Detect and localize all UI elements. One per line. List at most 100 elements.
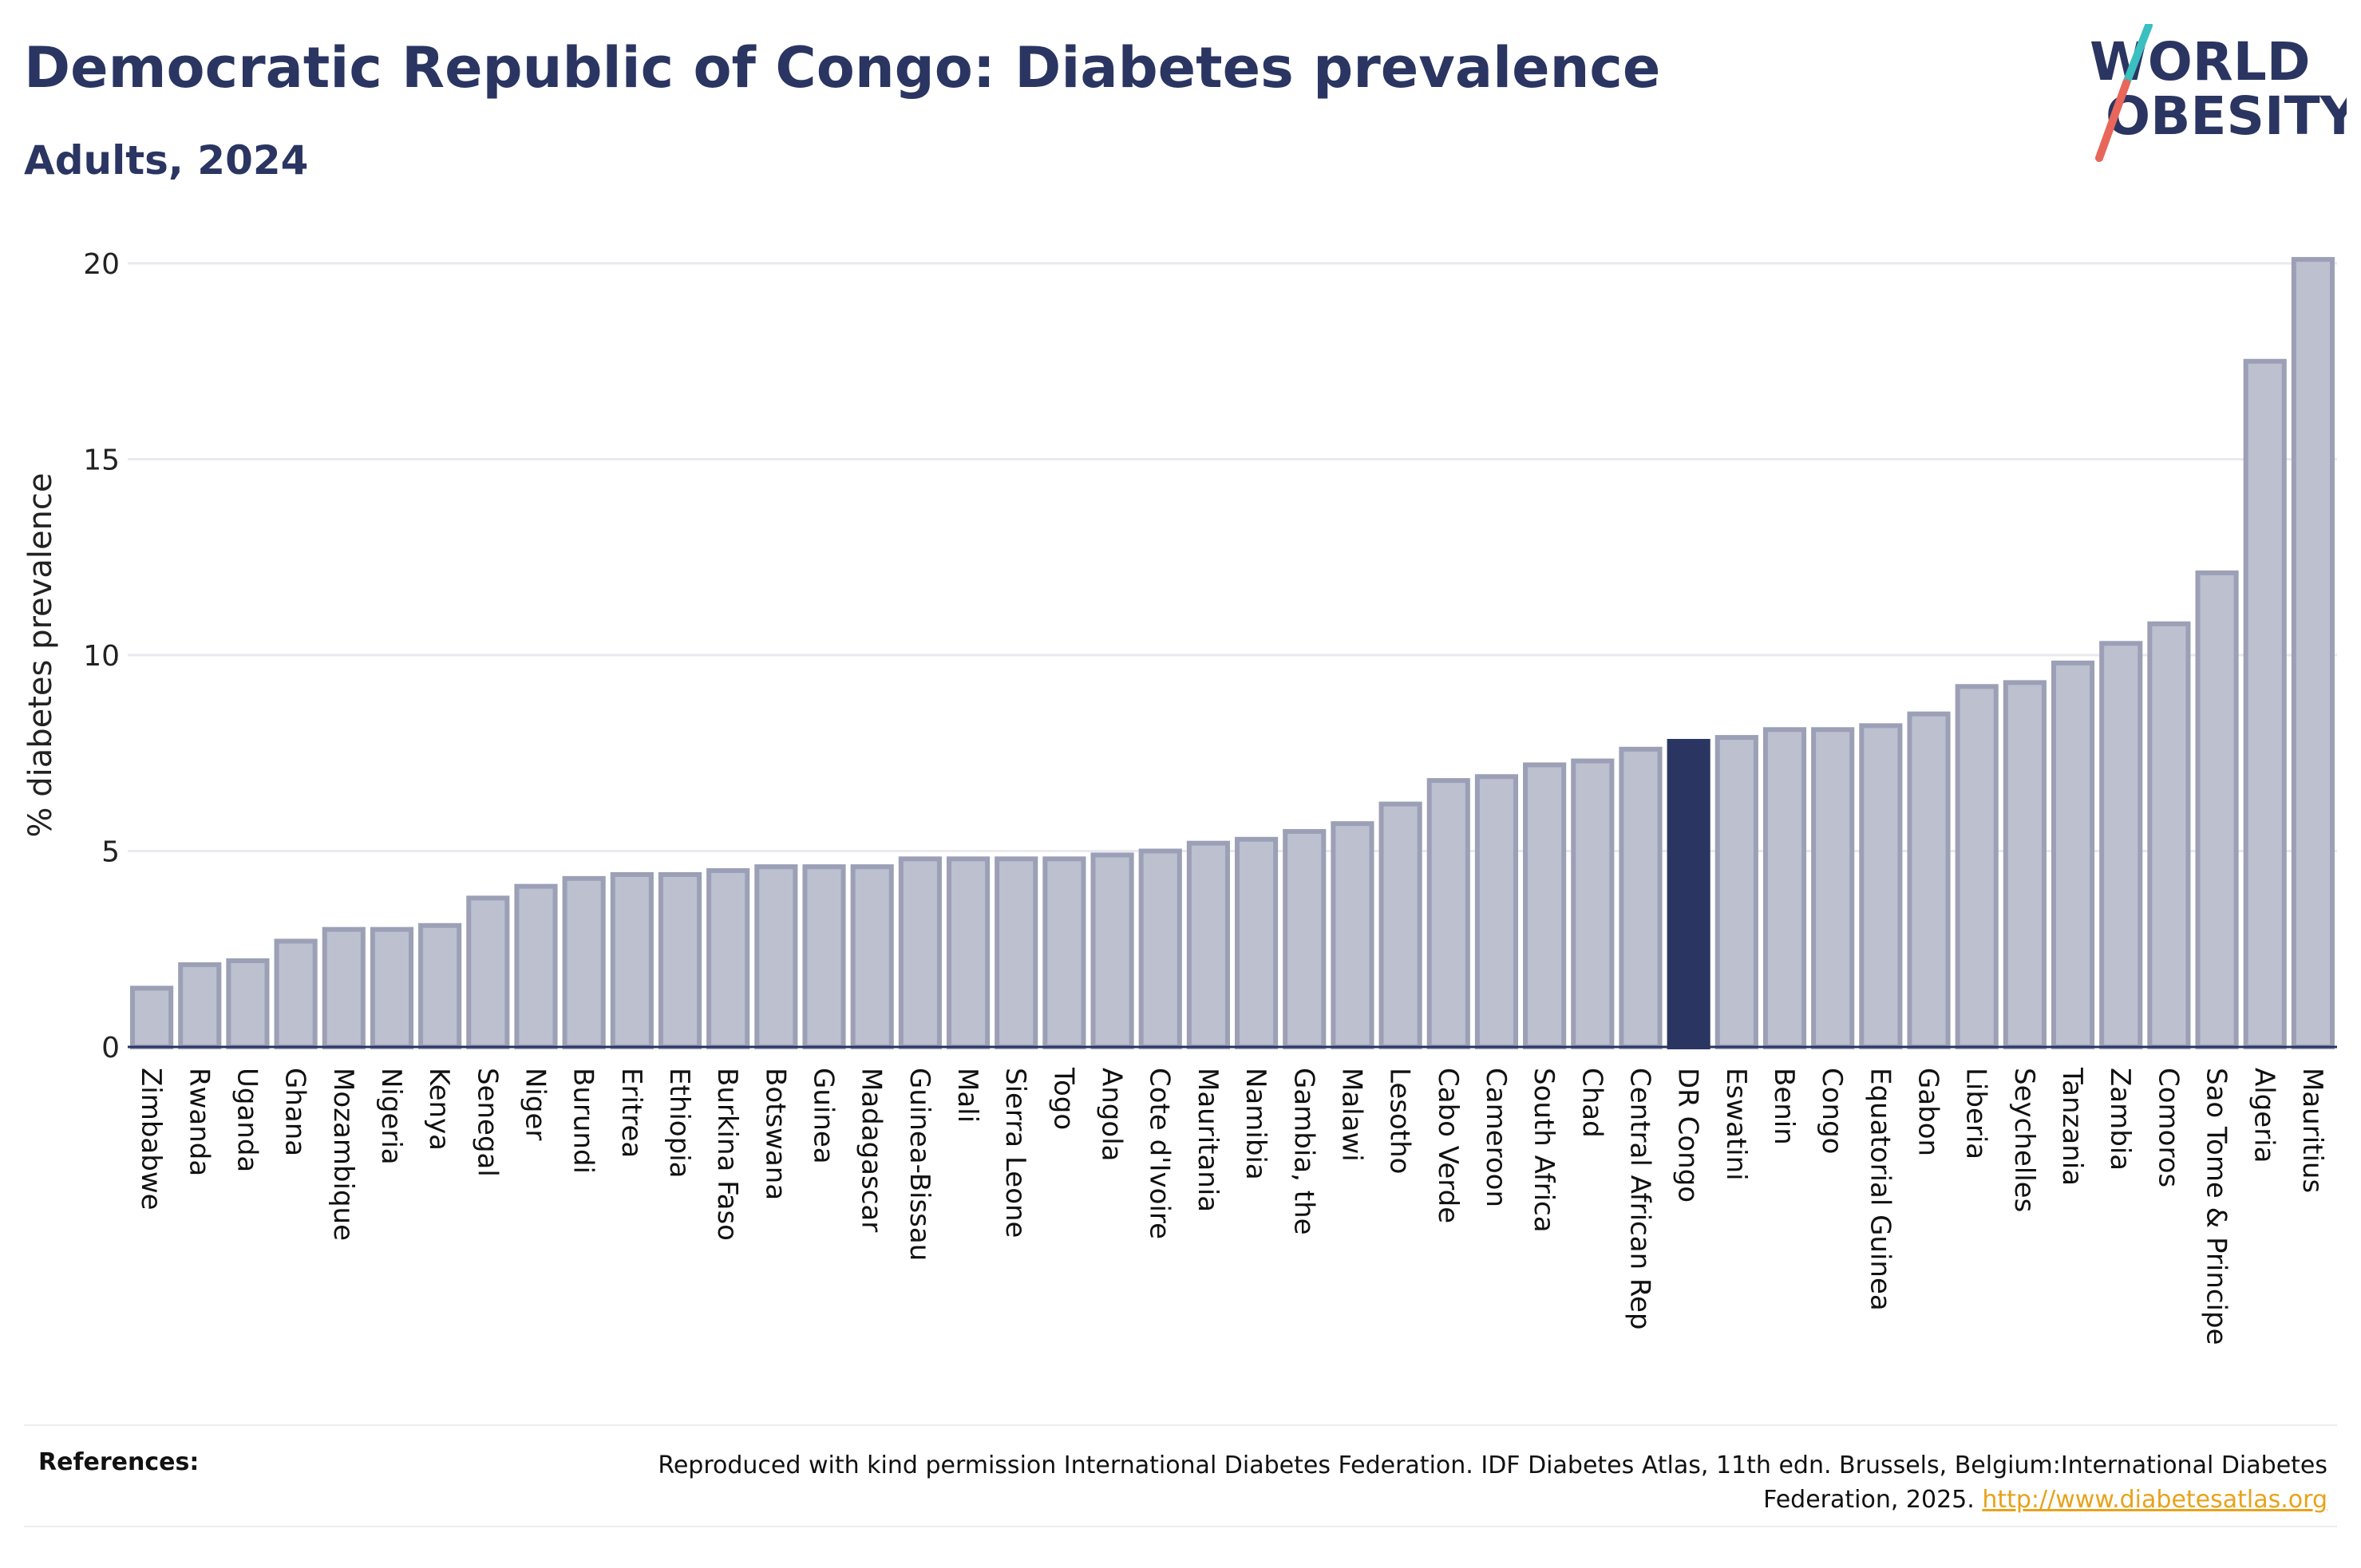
- y-axis-label: % diabetes prevalence: [22, 472, 59, 837]
- bar: [562, 875, 606, 1049]
- x-tick-label: Nigeria: [375, 1068, 407, 1165]
- bar: [1426, 778, 1470, 1049]
- x-tick-label: Burundi: [568, 1068, 599, 1174]
- x-tick-label: Cabo Verde: [1432, 1068, 1464, 1223]
- references-label: References:: [38, 1448, 200, 1476]
- y-tick-label: 0: [101, 1032, 120, 1064]
- bar: [1474, 774, 1519, 1050]
- bar: [1811, 727, 1855, 1049]
- x-tick-labels: Zimbabwe Rwanda Uganda Ghana Mozambique Niger…: [135, 1067, 2328, 1345]
- bar: [1714, 735, 1758, 1049]
- bar: [1331, 821, 1374, 1049]
- y-tick-labels: 0 5 10 15 20: [83, 248, 120, 1064]
- bar: [1283, 828, 1327, 1049]
- bar: [418, 922, 462, 1050]
- bars: [130, 257, 2335, 1050]
- bar: [1235, 836, 1279, 1050]
- bar: [178, 962, 222, 1050]
- y-tick-label: 20: [83, 248, 120, 281]
- x-tick-label: Eritrea: [615, 1068, 647, 1158]
- bar: [850, 864, 894, 1050]
- x-tick-label: Chad: [1576, 1068, 1608, 1138]
- bar: [995, 856, 1038, 1049]
- bar: [2003, 680, 2047, 1049]
- x-tick-label: Tanzania: [2056, 1067, 2088, 1186]
- x-tick-label: Madagascar: [856, 1068, 888, 1232]
- bar: [754, 864, 798, 1050]
- x-tick-label: Comoros: [2152, 1068, 2184, 1187]
- x-tick-label: Togo: [1047, 1067, 1079, 1130]
- x-tick-label: DR Congo: [1672, 1068, 1704, 1203]
- x-tick-label: Namibia: [1240, 1068, 1271, 1180]
- x-tick-label: Sierra Leone: [999, 1068, 1031, 1238]
- x-tick-label: Angola: [1096, 1068, 1128, 1161]
- bar: [274, 938, 318, 1050]
- page-title: Democratic Republic of Congo: Diabetes p…: [24, 35, 1661, 101]
- x-tick-label: Zimbabwe: [135, 1068, 167, 1211]
- bar: [2147, 621, 2191, 1049]
- page-subtitle: Adults, 2024: [24, 137, 309, 184]
- x-tick-label: Benin: [1768, 1068, 1800, 1145]
- bar-chart: 0 5 10 15 20 Zimbabwe Rwanda Uganda Ghana Mozamb…: [22, 248, 2337, 1345]
- x-tick-label: South Africa: [1528, 1068, 1560, 1233]
- bar: [1042, 856, 1086, 1049]
- logo-line2: OBESITY: [2106, 85, 2347, 147]
- bar: [130, 985, 174, 1049]
- bar: [514, 883, 558, 1049]
- x-tick-label: Guinea: [808, 1068, 840, 1164]
- x-tick-label: Senegal: [471, 1068, 503, 1177]
- logo-slash-bottom: [2095, 79, 2130, 162]
- x-tick-label: Cote d'Ivoire: [1144, 1068, 1176, 1239]
- bar: [226, 958, 270, 1049]
- bar: [802, 864, 846, 1050]
- logo-slash-top: [2122, 24, 2153, 87]
- bar: [898, 856, 942, 1049]
- bar: [2051, 660, 2095, 1049]
- bar: [1090, 852, 1134, 1050]
- references-panel: References: Reproduced with kind permiss…: [24, 1424, 2337, 1527]
- bar: [2243, 358, 2287, 1049]
- x-tick-label: Ghana: [279, 1068, 311, 1156]
- x-tick-label: Liberia: [1960, 1068, 1992, 1159]
- bar: [1571, 758, 1615, 1049]
- x-tick-label: Zambia: [2104, 1068, 2136, 1171]
- bar: [1523, 762, 1567, 1049]
- y-tick-label: 10: [83, 640, 120, 673]
- x-tick-label: Gambia, the: [1287, 1068, 1319, 1235]
- bar: [2195, 570, 2239, 1049]
- x-tick-label: Central African Rep: [1623, 1068, 1655, 1330]
- x-tick-label: Cameroon: [1480, 1068, 1512, 1207]
- bar: [322, 926, 366, 1049]
- bar: [1619, 746, 1663, 1050]
- x-tick-label: Algeria: [2248, 1068, 2280, 1163]
- y-tick-label: 15: [83, 444, 120, 477]
- x-tick-label: Eswatini: [1720, 1068, 1752, 1181]
- bar: [370, 926, 414, 1049]
- x-tick-label: Burkina Faso: [711, 1068, 743, 1241]
- x-tick-label: Rwanda: [183, 1068, 215, 1176]
- references-text: Reproduced with kind permission Internat…: [658, 1451, 2327, 1514]
- x-tick-label: Niger: [519, 1068, 551, 1140]
- x-tick-label: Botswana: [759, 1068, 791, 1200]
- x-tick-label: Seychelles: [2008, 1068, 2040, 1212]
- x-tick-label: Kenya: [423, 1068, 455, 1151]
- y-tick-label: 5: [101, 836, 120, 869]
- x-tick-label: Mauritius: [2296, 1068, 2328, 1193]
- x-tick-label: Lesotho: [1384, 1068, 1416, 1174]
- x-tick-label: Gabon: [1912, 1068, 1944, 1156]
- x-tick-label: Malawi: [1335, 1068, 1367, 1162]
- bar: [946, 856, 991, 1049]
- x-tick-label: Equatorial Guinea: [1864, 1068, 1896, 1311]
- references-text-block: Reproduced with kind permission Internat…: [571, 1448, 2327, 1517]
- bar: [1907, 711, 1951, 1050]
- x-tick-label: Mali: [951, 1068, 983, 1123]
- bar: [1138, 848, 1182, 1049]
- bar: [2099, 641, 2143, 1050]
- references-link[interactable]: http://www.diabetesatlas.org: [1982, 1486, 2327, 1514]
- world-obesity-logo: WORLD OBESITY: [2090, 24, 2347, 162]
- bar: [706, 868, 750, 1050]
- x-tick-label: Sao Tome & Principe: [2201, 1068, 2232, 1345]
- bar: [466, 895, 510, 1050]
- bar: [610, 871, 654, 1049]
- bar: [1378, 801, 1422, 1050]
